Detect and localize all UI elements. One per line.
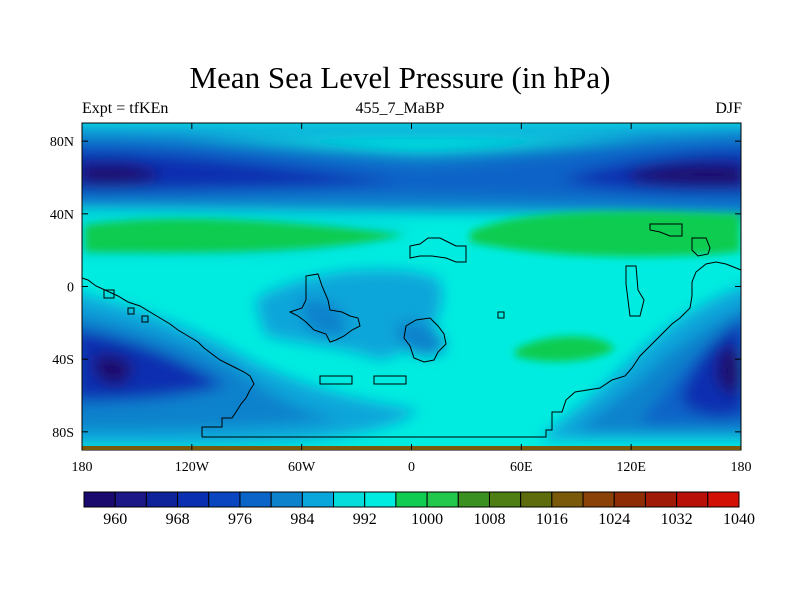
colorbar-label: 1040 [723,511,755,528]
colorbar: 960 968 976 984 992 1000 1008 1016 1024 1032 1040 [83,491,755,528]
pacific-low-fill [82,151,400,190]
antarctica-coastline [81,277,255,437]
colorbar-swatch [145,491,179,508]
y-tick-label: 40N [50,208,74,223]
colorbar-swatch [208,491,241,508]
colorbar-label: 976 [228,511,252,528]
south-pacific-deep-low-fill [93,354,133,385]
x-tick-label: 0 [408,460,415,475]
colorbar-swatch [364,491,397,508]
north-america-coastline [625,265,645,317]
x-tick-label: 60E [510,460,533,475]
y-tick-label: 40S [52,353,74,368]
colorbar-label: 1000 [411,511,443,528]
colorbar-swatch [177,491,210,508]
colorbar-label: 960 [103,511,127,528]
colorbar-swatch [426,491,459,508]
x-tick-label: 120E [616,460,646,475]
colorbar-label: 1032 [661,511,693,528]
axis-layer: 180 120W 60W 0 60E 120E 180 80N 40N 0 40S 80S [50,123,752,475]
colorbar-swatch [676,491,709,508]
colorbar-swatch [114,491,147,508]
south-indian-low-core [680,320,741,417]
experiment-label: Expt = tfKEn [82,100,169,117]
colorbar-swatch [488,491,522,508]
colorbar-swatch [395,491,428,508]
colorbar-label: 1024 [598,511,630,528]
eurasia-coastline [409,237,467,263]
colorbar-swatch [520,491,553,508]
x-tick-label: 180 [731,460,752,475]
colorbar-swatch [613,491,646,508]
colorbar-swatch [333,491,366,508]
y-tick-label: 80S [52,426,74,441]
islands-coastline [103,237,711,385]
colorbar-label: 968 [166,511,190,528]
north-atlantic-high-fill [470,211,740,257]
north-pacific-high-fill [85,218,405,253]
chart-title: Mean Sea Level Pressure (in hPa) [189,60,611,95]
colorbar-swatch [707,491,740,508]
coastlines [81,223,742,438]
colorbar-swatch [270,491,303,508]
colorbar-swatch [301,491,335,508]
east-asia-coastline [649,223,683,237]
colorbar-swatch [644,491,678,508]
colorbar-label: 992 [353,511,377,528]
run-label: 455_7_MaBP [355,100,445,117]
x-tick-label: 60W [288,460,316,475]
colorbar-swatch [582,491,615,508]
x-tick-label: 120W [175,460,210,475]
polar-cap-inner-fill [82,123,741,137]
season-label: DJF [715,100,742,117]
colorbar-swatch [457,491,490,508]
colorbar-swatch [551,491,584,508]
africa-coastline [403,317,447,363]
y-tick-label: 80N [50,135,74,150]
colorbar-swatch [83,491,116,508]
colorbar-label: 1016 [536,511,568,528]
antarctica-south-edge [202,261,742,438]
colorbar-label: 1008 [473,511,505,528]
contour-fill-layer [82,123,741,450]
colorbar-swatch [239,491,272,508]
africa-low-fill [395,321,445,356]
colorbar-label: 984 [290,511,314,528]
pacific-deep-low-fill [82,163,160,185]
south-america-coastline [288,273,361,343]
southern-indian-high-fill [515,336,615,362]
x-tick-label: 180 [72,460,93,475]
south-indian-deep-low-fill [716,345,741,395]
y-tick-label: 0 [67,281,74,296]
asian-deep-low-fill [630,162,741,187]
